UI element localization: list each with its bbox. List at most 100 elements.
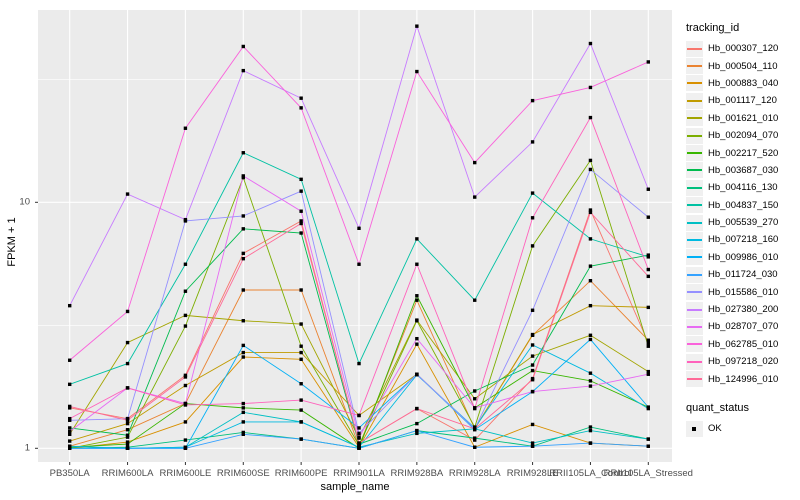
data-point xyxy=(241,432,245,437)
data-point xyxy=(357,431,361,436)
data-point xyxy=(646,267,650,272)
data-point xyxy=(241,44,245,49)
data-point xyxy=(473,195,477,199)
data-point xyxy=(357,226,361,230)
data-point xyxy=(588,303,593,308)
line-swatch-icon xyxy=(687,134,702,137)
data-point xyxy=(183,289,188,293)
data-point xyxy=(530,332,535,337)
data-point xyxy=(530,363,535,367)
legend-label: Hb_005539_270 xyxy=(708,217,779,229)
data-point xyxy=(299,398,303,402)
data-point xyxy=(299,219,303,223)
legend-label: Hb_097218_020 xyxy=(708,356,779,368)
data-point xyxy=(473,438,477,442)
data-point xyxy=(646,341,650,345)
data-point xyxy=(415,421,419,426)
legend-label: Hb_000504_110 xyxy=(708,60,778,72)
data-point xyxy=(588,428,593,433)
legend-item-Hb_005539_270: Hb_005539_270 xyxy=(686,214,800,231)
legend-item-Hb_004837_150: Hb_004837_150 xyxy=(686,197,800,214)
data-point xyxy=(588,264,593,268)
data-point xyxy=(530,343,535,347)
legend-key xyxy=(686,127,703,144)
legend: tracking_id Hb_000307_120 Hb_000504_110 Hb… xyxy=(686,22,800,437)
shape-legend-title: quant_status xyxy=(686,401,749,414)
legend-item-Hb_097218_020: Hb_097218_020 xyxy=(686,353,800,370)
legend-key xyxy=(686,197,703,214)
legend-key xyxy=(686,40,703,57)
data-point xyxy=(299,189,303,193)
legend-item-Hb_002094_070: Hb_002094_070 xyxy=(686,127,800,144)
panel-background xyxy=(38,10,672,462)
data-point xyxy=(646,253,650,257)
color-legend-items: Hb_000307_120 Hb_000504_110 Hb_000883_040 H… xyxy=(686,40,800,388)
legend-label: Hb_011724_030 xyxy=(708,269,778,281)
data-point xyxy=(588,41,593,46)
line-swatch-icon xyxy=(687,238,702,241)
data-point xyxy=(299,177,303,182)
data-point xyxy=(125,309,130,314)
data-point xyxy=(357,413,361,418)
data-point xyxy=(357,441,361,445)
data-point xyxy=(415,262,419,266)
data-point xyxy=(299,221,303,226)
data-point xyxy=(588,379,593,383)
legend-label: Hb_001117_120 xyxy=(708,95,777,107)
x-tick-label: RRII105LA_Stressed xyxy=(603,468,693,479)
data-point xyxy=(415,428,419,433)
line-swatch-icon xyxy=(687,273,702,276)
data-point xyxy=(183,446,188,450)
data-point xyxy=(473,298,477,302)
legend-key xyxy=(686,110,703,127)
data-point xyxy=(299,209,303,213)
data-point xyxy=(530,191,535,195)
line-swatch-icon xyxy=(687,291,702,294)
legend-label: Hb_062785_010 xyxy=(708,338,779,350)
data-point xyxy=(299,288,303,292)
line-swatch-icon xyxy=(687,204,702,207)
data-point xyxy=(530,354,535,358)
data-point xyxy=(241,410,245,415)
data-point xyxy=(588,208,593,212)
data-point xyxy=(125,361,130,366)
data-point xyxy=(299,420,303,424)
data-point xyxy=(68,303,72,308)
legend-key xyxy=(686,336,703,353)
line-swatch-icon xyxy=(687,343,702,346)
data-point xyxy=(183,438,188,442)
data-point xyxy=(588,441,593,445)
data-point xyxy=(530,140,535,144)
line-swatch-icon xyxy=(687,99,702,102)
y-tick-label: 1 xyxy=(24,442,30,454)
point-square-icon xyxy=(692,426,696,431)
legend-label: Hb_015586_010 xyxy=(708,286,779,298)
shape-legend: quant_status OK xyxy=(686,402,800,437)
legend-key xyxy=(686,284,703,301)
data-point xyxy=(415,69,419,74)
data-point xyxy=(588,333,593,337)
legend-label: Hb_003687_030 xyxy=(708,164,779,176)
data-point xyxy=(183,375,188,379)
data-point xyxy=(357,262,361,266)
legend-label: Hb_007218_160 xyxy=(708,234,779,246)
data-point xyxy=(473,427,477,431)
data-point xyxy=(68,426,72,430)
legend-key xyxy=(686,249,703,266)
legend-key xyxy=(686,371,703,388)
legend-key xyxy=(686,179,703,196)
x-tick-label: RRIM600PE xyxy=(274,468,328,479)
legend-label: Hb_000307_120 xyxy=(708,43,779,55)
x-tick-label: RRIM600LA xyxy=(101,468,154,479)
data-point xyxy=(68,439,72,443)
data-point xyxy=(473,389,477,393)
line-swatch-icon xyxy=(687,117,702,120)
data-point xyxy=(241,256,245,261)
line-swatch-icon xyxy=(687,360,702,363)
data-point xyxy=(530,216,535,220)
data-point xyxy=(588,210,593,215)
legend-key xyxy=(686,75,703,92)
data-point xyxy=(125,192,130,196)
data-point xyxy=(241,174,245,178)
